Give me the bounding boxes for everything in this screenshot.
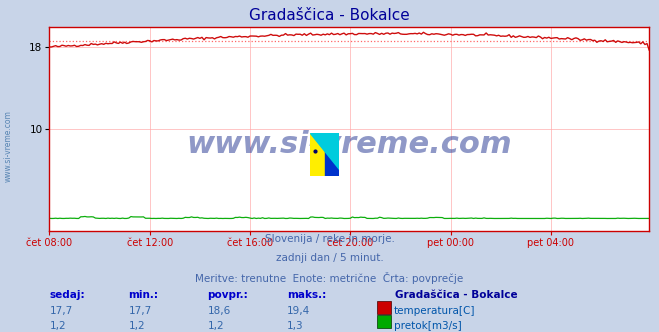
Text: 1,2: 1,2	[49, 321, 66, 331]
Text: 1,3: 1,3	[287, 321, 303, 331]
Text: 1,2: 1,2	[129, 321, 145, 331]
Text: pretok[m3/s]: pretok[m3/s]	[394, 321, 462, 331]
Text: 1,2: 1,2	[208, 321, 224, 331]
Text: 18,6: 18,6	[208, 306, 231, 316]
Text: 17,7: 17,7	[129, 306, 152, 316]
Text: Gradaščica - Bokalce: Gradaščica - Bokalce	[249, 8, 410, 23]
Text: min.:: min.:	[129, 290, 159, 300]
Bar	[325, 133, 339, 176]
Polygon shape	[310, 133, 339, 169]
Text: Slovenija / reke in morje.: Slovenija / reke in morje.	[264, 234, 395, 244]
Bar	[310, 133, 325, 176]
Text: zadnji dan / 5 minut.: zadnji dan / 5 minut.	[275, 253, 384, 263]
Text: Gradaščica - Bokalce: Gradaščica - Bokalce	[395, 290, 518, 300]
Text: Meritve: trenutne  Enote: metrične  Črta: povprečje: Meritve: trenutne Enote: metrične Črta: …	[195, 272, 464, 284]
Text: sedaj:: sedaj:	[49, 290, 85, 300]
Text: 17,7: 17,7	[49, 306, 72, 316]
Text: povpr.:: povpr.:	[208, 290, 248, 300]
Text: www.si-vreme.com: www.si-vreme.com	[3, 110, 13, 182]
Text: maks.:: maks.:	[287, 290, 326, 300]
Text: temperatura[C]: temperatura[C]	[394, 306, 476, 316]
Text: 19,4: 19,4	[287, 306, 310, 316]
Text: www.si-vreme.com: www.si-vreme.com	[186, 130, 512, 159]
